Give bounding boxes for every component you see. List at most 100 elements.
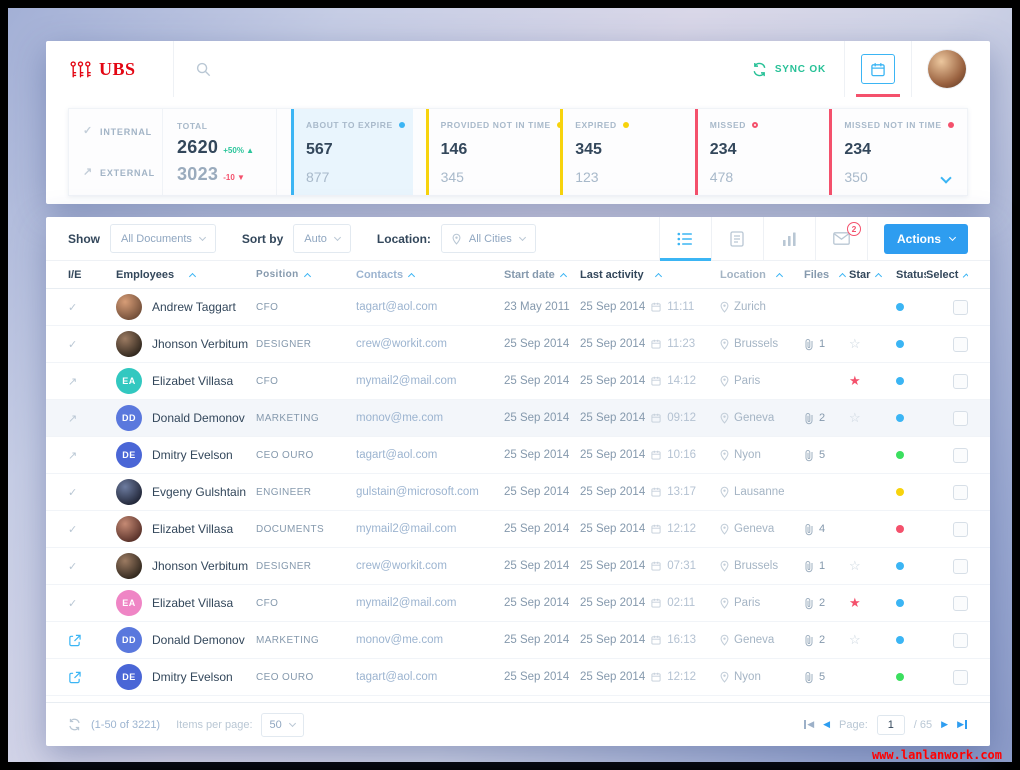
- table-row[interactable]: Jhonson Verbitum DESIGNER crew@workit.co…: [46, 326, 990, 363]
- list-view-button[interactable]: [659, 217, 712, 261]
- star-icon[interactable]: [849, 374, 861, 388]
- files-count: 4: [819, 523, 826, 535]
- table-row[interactable]: EA Elizabet Villasa CFO mymail2@mail.com…: [46, 585, 990, 622]
- stat-card[interactable]: EXPIRED 345 123: [560, 109, 682, 195]
- chart-view-button[interactable]: [764, 217, 816, 260]
- files-cell[interactable]: 1: [804, 338, 846, 351]
- first-page-button[interactable]: ◀: [803, 720, 814, 729]
- row-checkbox[interactable]: [953, 336, 968, 352]
- row-checkbox[interactable]: [953, 484, 968, 500]
- table-row[interactable]: Evgeny Gulshtain ENGINEER gulstain@micro…: [46, 474, 990, 511]
- select-cell[interactable]: [926, 558, 968, 574]
- status-dot: [896, 525, 904, 533]
- star-icon[interactable]: [849, 411, 861, 425]
- row-checkbox[interactable]: [953, 410, 968, 426]
- column-header-position[interactable]: Position: [256, 269, 356, 280]
- last-page-button[interactable]: ▶: [957, 720, 968, 729]
- select-cell[interactable]: [926, 484, 968, 500]
- select-cell[interactable]: [926, 373, 968, 389]
- table-row[interactable]: Jhonson Verbitum DESIGNER crew@workit.co…: [46, 548, 990, 585]
- user-avatar[interactable]: [928, 50, 966, 88]
- stat-card[interactable]: ABOUT TO EXPIRE 567 877: [291, 109, 413, 195]
- internal-filter[interactable]: ✓ INTERNAL: [83, 126, 162, 137]
- column-header-status[interactable]: Status: [884, 269, 926, 281]
- star-cell[interactable]: [846, 633, 884, 647]
- calendar-button[interactable]: [861, 54, 895, 84]
- table-row[interactable]: Andrew Taggart CFO tagart@aol.com 23 May…: [46, 289, 990, 326]
- table-row[interactable]: DD Donald Demonov MARKETING monov@me.com…: [46, 400, 990, 437]
- row-checkbox[interactable]: [953, 521, 968, 537]
- star-cell[interactable]: [846, 596, 884, 610]
- location-name: Geneva: [734, 412, 775, 424]
- files-cell[interactable]: 2: [804, 597, 846, 610]
- star-cell[interactable]: [846, 374, 884, 388]
- column-header-select[interactable]: Select: [926, 269, 968, 281]
- avatar: [116, 553, 142, 579]
- files-cell[interactable]: 2: [804, 634, 846, 647]
- select-cell[interactable]: [926, 447, 968, 463]
- external-link-icon[interactable]: [68, 671, 81, 684]
- select-cell[interactable]: [926, 595, 968, 611]
- column-header-star[interactable]: Star: [846, 269, 884, 281]
- files-cell[interactable]: 4: [804, 523, 846, 536]
- prev-page-button[interactable]: ◀: [823, 719, 831, 729]
- files-cell[interactable]: 1: [804, 560, 846, 573]
- location-dropdown[interactable]: All Cities: [440, 224, 536, 253]
- star-cell[interactable]: [846, 559, 884, 573]
- row-checkbox[interactable]: [953, 595, 968, 611]
- column-header-start[interactable]: Start date: [504, 269, 580, 281]
- star-cell[interactable]: [846, 411, 884, 425]
- star-icon[interactable]: [849, 337, 861, 351]
- per-page-dropdown[interactable]: 50: [260, 712, 304, 737]
- row-checkbox[interactable]: [953, 299, 968, 315]
- column-header-contacts[interactable]: Contacts: [356, 269, 504, 281]
- star-icon[interactable]: [849, 596, 861, 610]
- documents-filter-dropdown[interactable]: All Documents: [110, 224, 216, 253]
- sort-dropdown[interactable]: Auto: [293, 224, 351, 253]
- table-row[interactable]: DD Donald Demonov MARKETING monov@me.com…: [46, 622, 990, 659]
- table-row[interactable]: DE Dmitry Evelson CEO OURO tagart@aol.co…: [46, 437, 990, 474]
- page-input[interactable]: [876, 714, 905, 735]
- star-icon[interactable]: [849, 633, 861, 647]
- refresh-icon[interactable]: [68, 718, 81, 731]
- external-link-icon[interactable]: [68, 634, 81, 647]
- files-cell[interactable]: 5: [804, 449, 846, 462]
- star-icon[interactable]: [849, 559, 861, 573]
- stat-card[interactable]: MISSED 234 478: [694, 109, 817, 195]
- row-checkbox[interactable]: [953, 632, 968, 648]
- stat-card[interactable]: MISSED NOT IN TIME 234 350: [829, 109, 954, 195]
- table-row[interactable]: EA Elizabet Villasa CFO mymail2@mail.com…: [46, 363, 990, 400]
- select-cell[interactable]: [926, 669, 968, 685]
- select-cell[interactable]: [926, 410, 968, 426]
- mail-view-button[interactable]: 2: [816, 217, 868, 260]
- row-checkbox[interactable]: [953, 447, 968, 463]
- stat-card-internal-value: 146: [440, 140, 468, 158]
- location-cell: Geneva: [720, 634, 804, 646]
- card-view-button[interactable]: [712, 217, 764, 260]
- stat-card[interactable]: PROVIDED NOT IN TIME 146 345: [425, 109, 563, 195]
- external-filter[interactable]: ↗ EXTERNAL: [83, 167, 162, 178]
- row-checkbox[interactable]: [953, 669, 968, 685]
- column-header-activity[interactable]: Last activity: [580, 269, 720, 281]
- select-cell[interactable]: [926, 632, 968, 648]
- table-row[interactable]: Elizabet Villasa DOCUMENTS mymail2@mail.…: [46, 511, 990, 548]
- actions-button[interactable]: Actions: [883, 223, 968, 254]
- next-page-button[interactable]: ▶: [941, 719, 949, 729]
- star-cell[interactable]: [846, 337, 884, 351]
- column-header-files[interactable]: Files: [804, 269, 846, 281]
- files-cell[interactable]: 5: [804, 671, 846, 684]
- files-cell[interactable]: 2: [804, 412, 846, 425]
- column-header-employees[interactable]: Employees: [116, 269, 256, 281]
- row-checkbox[interactable]: [953, 558, 968, 574]
- sync-status[interactable]: SYNC OK: [734, 41, 844, 97]
- search-button[interactable]: [174, 62, 211, 77]
- table-row[interactable]: DE Dmitry Evelson CEO OURO tagart@aol.co…: [46, 659, 990, 696]
- employee-name: Evgeny Gulshtain: [152, 485, 247, 499]
- select-cell[interactable]: [926, 336, 968, 352]
- calendar-nav[interactable]: [845, 41, 911, 97]
- select-cell[interactable]: [926, 299, 968, 315]
- row-checkbox[interactable]: [953, 373, 968, 389]
- column-header-ie[interactable]: I/E: [68, 269, 116, 281]
- column-header-location[interactable]: Location: [720, 269, 804, 281]
- select-cell[interactable]: [926, 521, 968, 537]
